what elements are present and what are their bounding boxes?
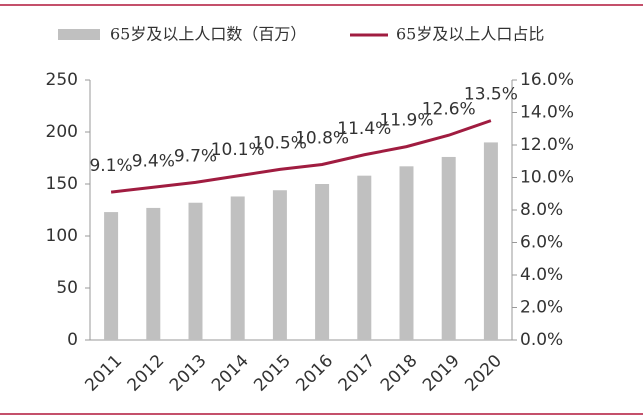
y2-tick-label: 14.0% [520,103,574,123]
x-tick-label: 2018 [377,351,422,396]
y-tick-label: 250 [46,70,78,90]
y-tick-label: 150 [46,174,78,194]
bar [357,175,372,340]
bar [230,196,245,340]
y2-tick-label: 2.0% [520,298,563,318]
legend-label: 65岁及以上人口数（百万） [110,25,306,44]
bar [188,202,203,340]
legend-label: 65岁及以上人口占比 [396,25,544,44]
bar [272,190,287,340]
data-label: 9.1% [89,156,132,176]
data-label: 10.1% [211,140,265,160]
data-label: 10.5% [253,133,307,153]
x-tick-label: 2014 [208,351,253,396]
data-label: 12.6% [422,99,476,119]
y2-tick-label: 16.0% [520,70,574,90]
data-label: 13.5% [464,85,518,105]
y2-tick-label: 12.0% [520,135,574,155]
y2-tick-label: 6.0% [520,233,563,253]
data-label: 9.4% [132,151,175,171]
y-tick-label: 50 [56,278,78,298]
bar [483,142,498,340]
x-tick-label: 2019 [419,351,464,396]
y-tick-label: 0 [67,330,78,350]
legend-swatch [58,29,100,40]
y2-tick-label: 8.0% [520,200,563,220]
bar [441,156,456,340]
data-label: 11.9% [379,111,433,131]
x-tick-label: 2015 [250,351,295,396]
x-tick-label: 2017 [335,351,380,396]
x-tick-label: 2013 [166,351,211,396]
data-label: 11.4% [337,119,391,139]
y2-tick-label: 10.0% [520,168,574,188]
bar [104,212,119,340]
y2-tick-label: 4.0% [520,265,563,285]
x-tick-label: 2012 [124,351,169,396]
y-tick-label: 200 [46,122,78,142]
bar [146,207,161,340]
x-tick-label: 2011 [81,351,126,396]
bar [315,184,330,340]
x-tick-label: 2020 [461,351,506,396]
y2-tick-label: 0.0% [520,330,563,350]
data-label: 10.8% [295,129,349,149]
x-tick-label: 2016 [292,351,337,396]
bar [399,166,414,340]
y-tick-label: 100 [46,226,78,246]
line [110,119,492,194]
data-label: 9.7% [174,146,217,166]
